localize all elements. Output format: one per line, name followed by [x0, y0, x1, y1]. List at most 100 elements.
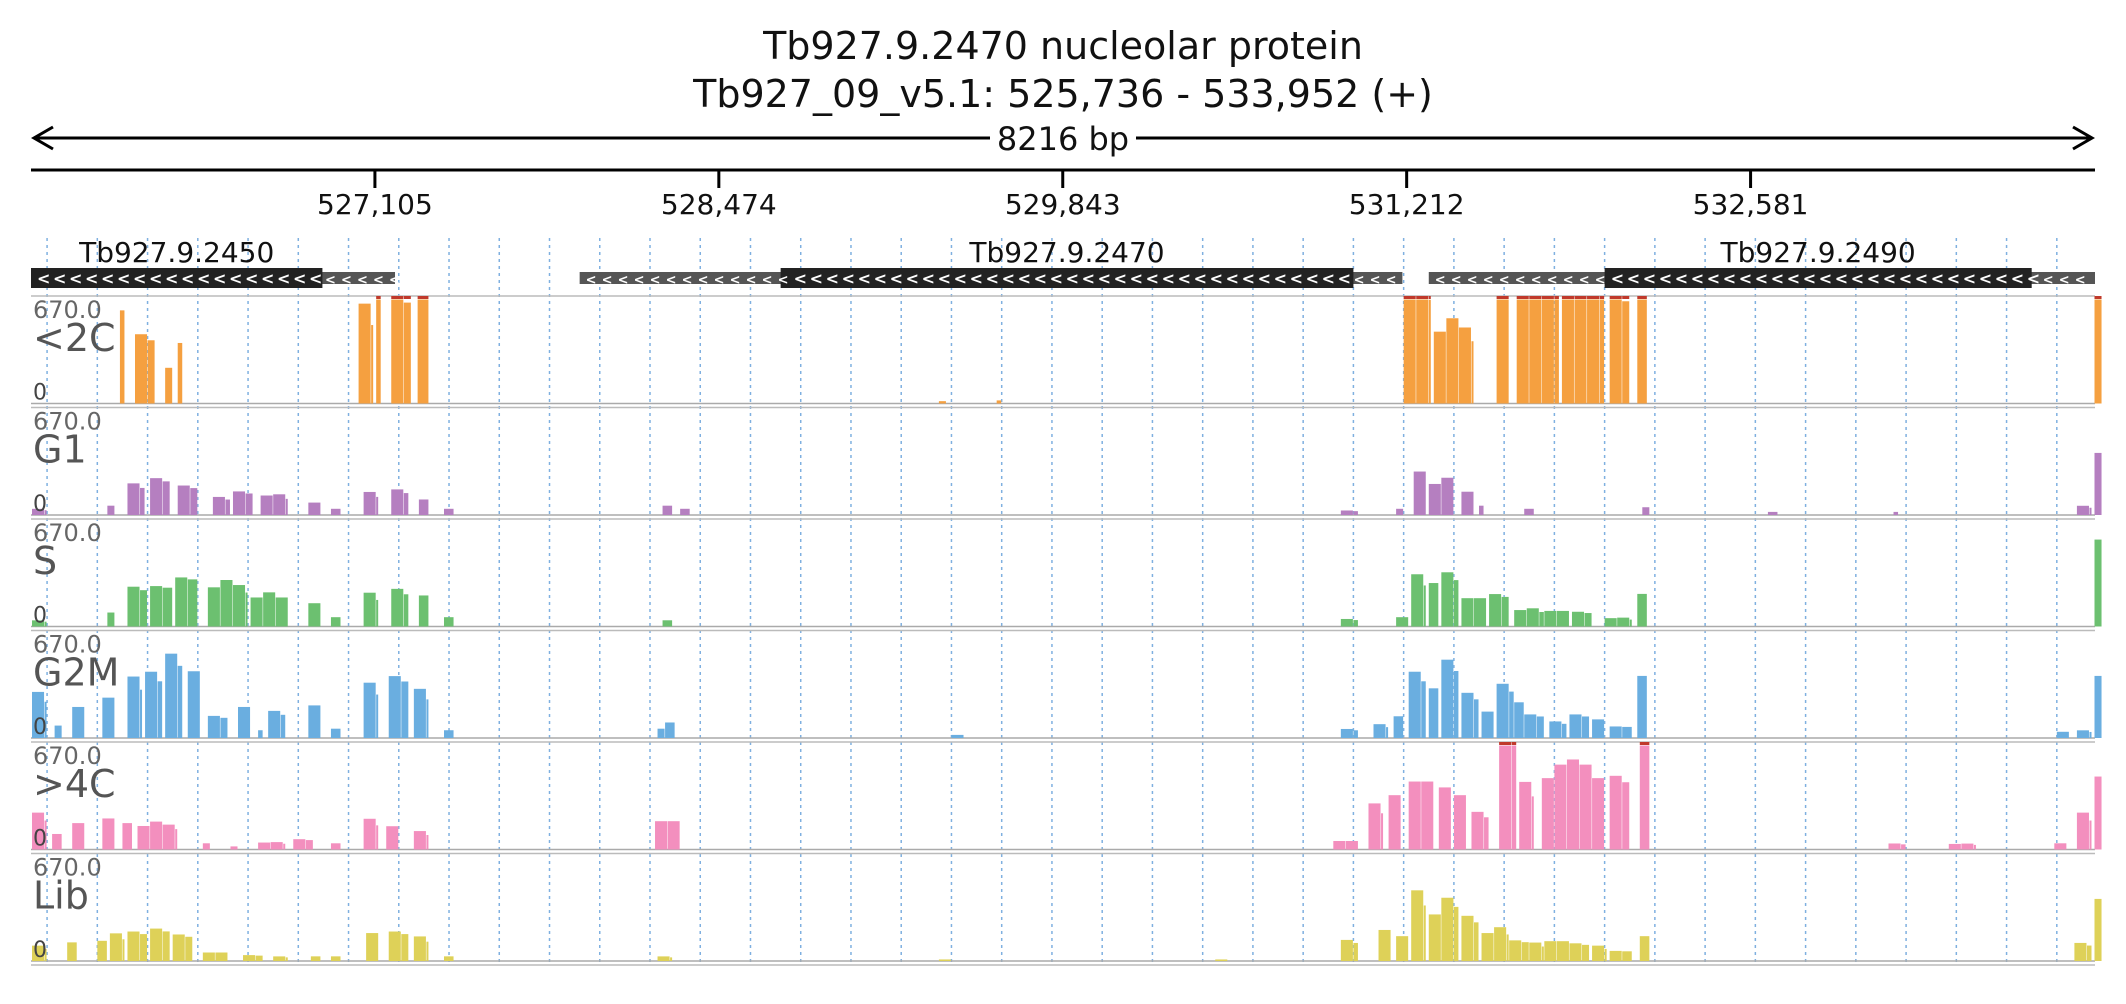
clip-marker	[1499, 742, 1512, 745]
coverage-bar	[175, 829, 178, 850]
coverage-bar	[2094, 299, 2102, 404]
coverage-bar	[1461, 491, 1474, 515]
ymax-label: 670.0	[33, 519, 102, 547]
strand-chevron: <	[373, 273, 384, 288]
coverage-bar	[1529, 299, 1542, 404]
coverage-bar	[1584, 613, 1592, 627]
coverage-bar	[1629, 619, 1632, 627]
coverage-bar	[32, 945, 45, 961]
coverage-bar	[202, 843, 210, 850]
coverage-bar	[330, 843, 341, 850]
coverage-bar	[232, 585, 246, 627]
strand-chevron: <	[1547, 273, 1558, 288]
coverage-bar	[1481, 933, 1494, 961]
coverage-bar	[363, 682, 376, 738]
strand-chevron: <	[890, 269, 903, 288]
strand-chevron: <	[1803, 269, 1816, 288]
strand-chevron: <	[1595, 273, 1606, 288]
coverage-bar	[147, 340, 155, 404]
coverage-bar	[1622, 951, 1632, 961]
coverage-bar	[67, 942, 77, 961]
clip-marker	[391, 296, 404, 299]
strand-chevron: <	[341, 273, 352, 288]
coverage-bar	[418, 499, 429, 515]
coverage-bar	[444, 956, 454, 961]
strand-chevron: <	[842, 269, 855, 288]
coverage-bar	[1453, 795, 1466, 850]
strand-chevron: <	[213, 269, 226, 288]
coverage-bar	[1453, 906, 1459, 961]
tick-label: 532,581	[1693, 188, 1809, 221]
coverage-bar	[310, 956, 321, 961]
coverage-bar	[330, 617, 341, 627]
coverage-bar	[97, 940, 107, 961]
clip-marker	[1609, 296, 1622, 299]
coverage-bar	[1441, 477, 1454, 515]
coverage-bar	[175, 577, 188, 627]
coverage-bar	[1473, 598, 1487, 627]
strand-chevron: <	[986, 269, 999, 288]
strand-chevron: <	[810, 269, 823, 288]
ymin-label: 0	[33, 715, 47, 740]
clip-marker	[1529, 296, 1542, 299]
coverage-bar	[1471, 811, 1484, 850]
strand-chevron: <	[1050, 269, 1063, 288]
coverage-bar	[1622, 782, 1630, 850]
coverage-bar	[2086, 945, 2092, 961]
strand-chevron: <	[1531, 273, 1542, 288]
coverage-bar	[1423, 585, 1426, 627]
coverage-bar	[187, 671, 200, 738]
coverage-bar	[388, 931, 401, 961]
strand-chevron: <	[1515, 273, 1526, 288]
coverage-bar	[2074, 942, 2087, 961]
coverage-bar	[680, 508, 690, 515]
strand-chevron: <	[1082, 269, 1095, 288]
strand-chevron: <	[1467, 273, 1478, 288]
track-label: Lib	[33, 874, 89, 918]
clip-marker	[1554, 296, 1559, 299]
coverage-bar	[1499, 745, 1512, 850]
coverage-bar	[44, 621, 47, 627]
gene-label: Tb927.9.2470	[968, 236, 1164, 269]
gene-cds	[780, 268, 1354, 288]
strand-chevron: <	[325, 273, 336, 288]
strand-chevron: <	[1755, 269, 1768, 288]
coverage-bar	[1506, 934, 1509, 961]
coverage-bar	[250, 597, 263, 627]
coverage-bar	[1428, 914, 1441, 961]
coverage-bar	[426, 835, 429, 850]
clip-marker	[1511, 742, 1517, 745]
coverage-bar	[1368, 803, 1381, 850]
coverage-bar	[1345, 841, 1358, 850]
strand-chevron: <	[1178, 269, 1191, 288]
coverage-bar	[2094, 675, 2102, 738]
coverage-bar	[2089, 507, 2092, 515]
coverage-bar	[1496, 299, 1509, 404]
coverage-bar	[376, 825, 379, 850]
strand-chevron: <	[1018, 269, 1031, 288]
coverage-bar	[263, 592, 276, 627]
coverage-bar	[1453, 580, 1459, 627]
strand-chevron: <	[1851, 269, 1864, 288]
coverage-bar	[2089, 820, 2092, 850]
coverage-bar	[258, 730, 263, 738]
coverage-bar	[162, 587, 173, 627]
coverage-bar	[1421, 781, 1434, 850]
coverage-bar	[1340, 728, 1353, 738]
coverage-bar	[122, 939, 125, 961]
strand-chevron: <	[1627, 269, 1640, 288]
coverage-bar	[187, 579, 198, 627]
coverage-bar	[1461, 692, 1474, 738]
clip-marker	[1541, 296, 1554, 299]
strand-chevron: <	[37, 269, 50, 288]
coverage-bar	[145, 671, 158, 738]
strand-chevron: <	[1563, 273, 1574, 288]
strand-chevron: <	[1963, 269, 1976, 288]
strand-chevron: <	[1835, 269, 1848, 288]
coverage-bar	[1446, 318, 1459, 404]
gene-label: Tb927.9.2450	[78, 236, 274, 269]
coverage-bar	[150, 928, 163, 961]
strand-chevron: <	[1819, 269, 1832, 288]
coverage-bar	[1353, 620, 1358, 627]
coverage-bar	[1554, 764, 1567, 850]
